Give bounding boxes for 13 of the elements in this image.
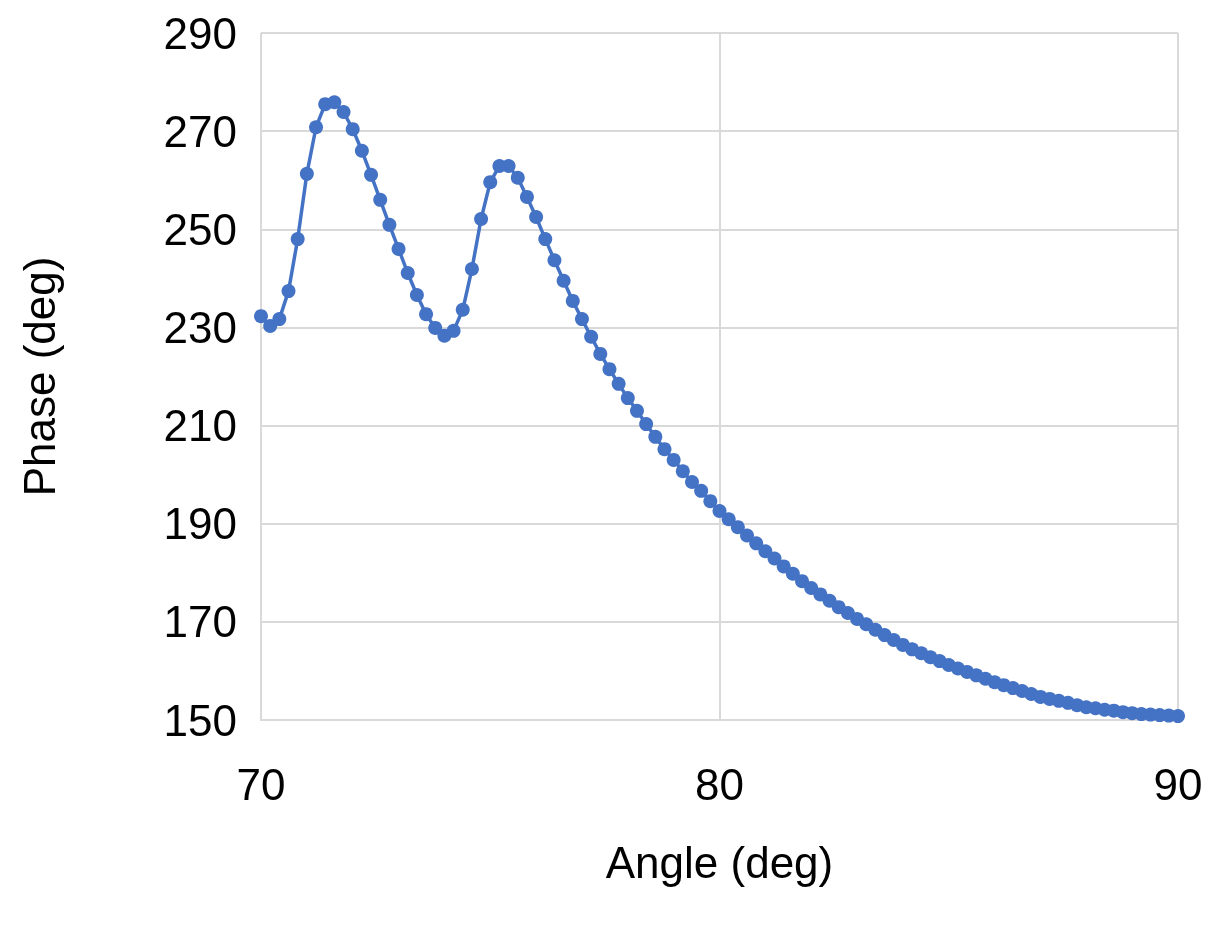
y-tick-label: 210 [163, 401, 237, 451]
y-tick-label: 150 [163, 695, 237, 745]
y-tick-label: 290 [163, 8, 237, 58]
y-tick-label: 170 [163, 597, 237, 647]
x-axis-title: Angle (deg) [605, 837, 834, 887]
x-tick-label: 70 [236, 759, 286, 809]
y-tick-label: 270 [163, 106, 237, 156]
y-tick-label: 250 [163, 204, 237, 254]
x-tick-label: 80 [695, 759, 744, 809]
y-tick-label: 190 [163, 499, 237, 549]
y-axis-title: Phase (deg) [14, 256, 64, 497]
y-tick-label: 230 [163, 302, 237, 352]
x-tick-label: 90 [1153, 759, 1203, 809]
